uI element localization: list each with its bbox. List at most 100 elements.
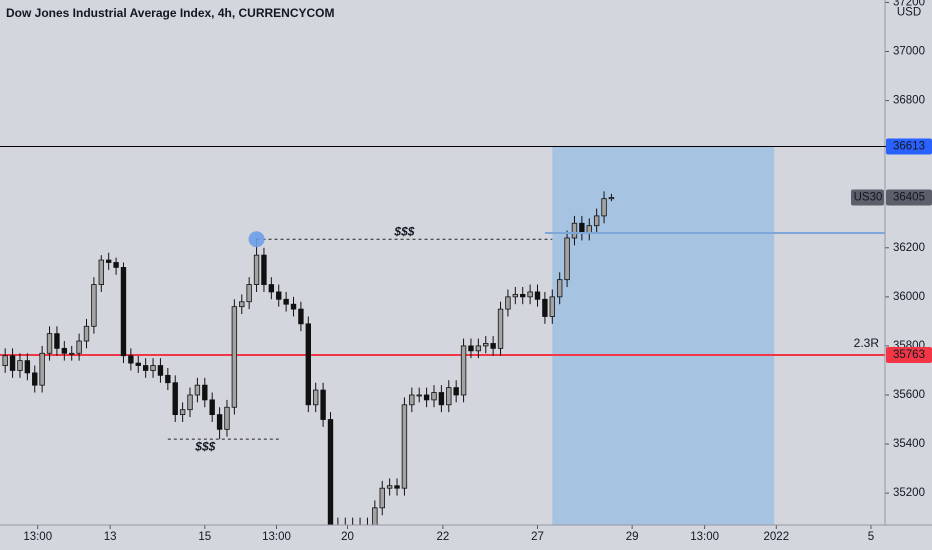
x-tick-label: 13:00 [262,531,291,543]
y-unit: USD [897,6,921,18]
candle-body [17,360,23,371]
symbol-bg [851,189,884,206]
candle-body [261,254,267,285]
x-tick-label: 29 [626,531,639,543]
candle-body [216,414,223,430]
candle-body [298,308,304,325]
candle-body [571,222,578,239]
y-tick-label: 36000 [893,291,925,303]
plot-area [0,146,885,525]
candle-body [601,198,607,217]
candle-body [24,360,31,374]
y-tick-label: 35600 [893,389,925,401]
candle-body [239,301,245,308]
candle-body [483,343,489,347]
candle-body [194,384,201,396]
candle-body [372,507,378,525]
candle-body [460,345,467,396]
candle-body [91,284,97,327]
x-tick-label: 13 [104,531,117,543]
y-tick-label: 36800 [893,95,925,107]
last-price-bg [886,189,932,206]
x-tick-label: 22 [436,531,449,543]
candle-body [61,347,68,354]
candle-body [135,362,141,366]
target-price: 36613 [893,140,925,152]
candle-body [579,222,585,234]
candle-body [172,382,178,416]
candle-body [564,237,570,281]
candle-body [253,254,260,285]
candle-body [379,487,385,509]
x-tick-label: 13:00 [690,531,719,543]
y-tick-label: 37000 [893,46,925,58]
candle-body [423,394,430,401]
candle-body [128,355,134,364]
candle-body [246,284,252,303]
candle-body [556,279,563,298]
candle-body [276,291,282,300]
y-tick-label: 35200 [893,487,925,499]
x-tick-label: 27 [531,531,544,543]
candle-body [549,296,555,317]
y-tick-label: 37200 [893,0,925,8]
candle-body [9,355,16,371]
candle-body [416,394,422,397]
candle-body [586,225,592,234]
candle-body [327,419,334,525]
candle-body [142,365,149,371]
stop-ratio: 2.3R [854,336,880,350]
candle-body [386,485,393,489]
candle-body [76,340,82,354]
candle-body [527,291,533,298]
candle-body [54,333,60,349]
candle-body [608,197,615,200]
candle-body [305,323,312,406]
candle-body [224,406,230,430]
candle-body [157,365,164,376]
candle-body [32,372,38,386]
swing-marker [248,231,265,248]
candle-body [520,293,526,298]
x-tick-label: 5 [868,531,874,543]
last-price: 36405 [893,192,925,204]
candle-body [83,325,90,342]
target-zone [552,146,775,525]
candle-body [505,296,511,310]
x-tick-label: 20 [341,531,354,543]
candle-body [39,352,45,386]
candle-body [409,394,415,406]
y-tick-label: 36200 [893,242,925,254]
stop-price: 35763 [893,349,925,361]
candle-body [446,387,452,406]
candle-body [165,374,171,384]
candle-body [468,345,474,352]
candle-body [401,404,408,489]
x-tick-label: 13:00 [23,531,52,543]
candle-body [497,308,504,349]
candle-body [202,384,208,401]
x-tick-label: 15 [198,531,211,543]
candle-body [313,389,319,406]
symbol-label: US30 [854,192,883,204]
candle-body [512,293,519,298]
candle-body [290,303,297,310]
candle-body [268,284,275,293]
stop-price-bg [886,346,932,363]
candle-body [231,306,238,408]
candle-body [593,215,600,227]
candle-body [283,298,289,305]
candle-body [187,394,193,411]
candle-body [46,333,53,354]
y-tick-label: 35400 [893,438,925,450]
candle-body [105,259,112,263]
candle-body [542,298,548,317]
candle-body [453,387,459,396]
liquidity-label: $$$ [194,439,215,453]
candle-body [490,343,496,349]
candle-body [150,365,156,371]
chart-title: Dow Jones Industrial Average Index, 4h, … [6,6,335,20]
x-tick-label: 2022 [764,531,790,543]
candle-body [475,345,482,352]
